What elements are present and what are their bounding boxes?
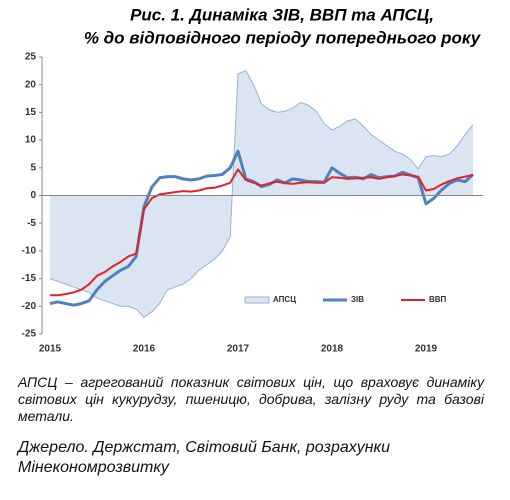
source: Джерело. Держстат, Світовий Банк, розрах… [18,439,390,476]
legend-swatch [244,296,270,304]
y-tick-label: 25 [25,52,37,63]
y-tick-label: -25 [22,329,37,340]
line [49,149,475,307]
x-tick-label: 2019 [415,344,438,355]
footnote: АПСЦ – агрегований показник світових цін… [18,374,484,424]
chart-title: % до відповідного періоду попереднього р… [84,28,482,47]
y-tick-label: 5 [30,162,36,173]
y-tick-label: -20 [22,301,37,312]
y-tick-label: 10 [25,135,37,146]
legend-label: ЗІВ [351,295,364,304]
y-tick-label: 0 [30,190,36,201]
x-tick-label: 2018 [321,344,344,355]
chart: Рис. 1. Динаміка ЗІВ, ВВП та АПСЦ, % до … [22,5,483,355]
y-tick-label: 15 [25,107,37,118]
line [50,168,474,297]
chart-title: Рис. 1. Динаміка ЗІВ, ВВП та АПСЦ, [130,5,434,24]
x-tick-label: 2017 [227,344,250,355]
legend-label: ВВП [429,295,447,304]
y-tick-label: -15 [22,273,37,284]
y-tick-label: 20 [25,79,37,90]
y-tick-label: -10 [22,246,37,257]
legend-label: АПСЦ [273,295,296,304]
y-tick-label: -5 [27,218,36,229]
area [50,70,473,318]
x-tick-label: 2015 [39,344,62,355]
x-tick-label: 2016 [133,344,156,355]
area-edge [49,70,474,319]
